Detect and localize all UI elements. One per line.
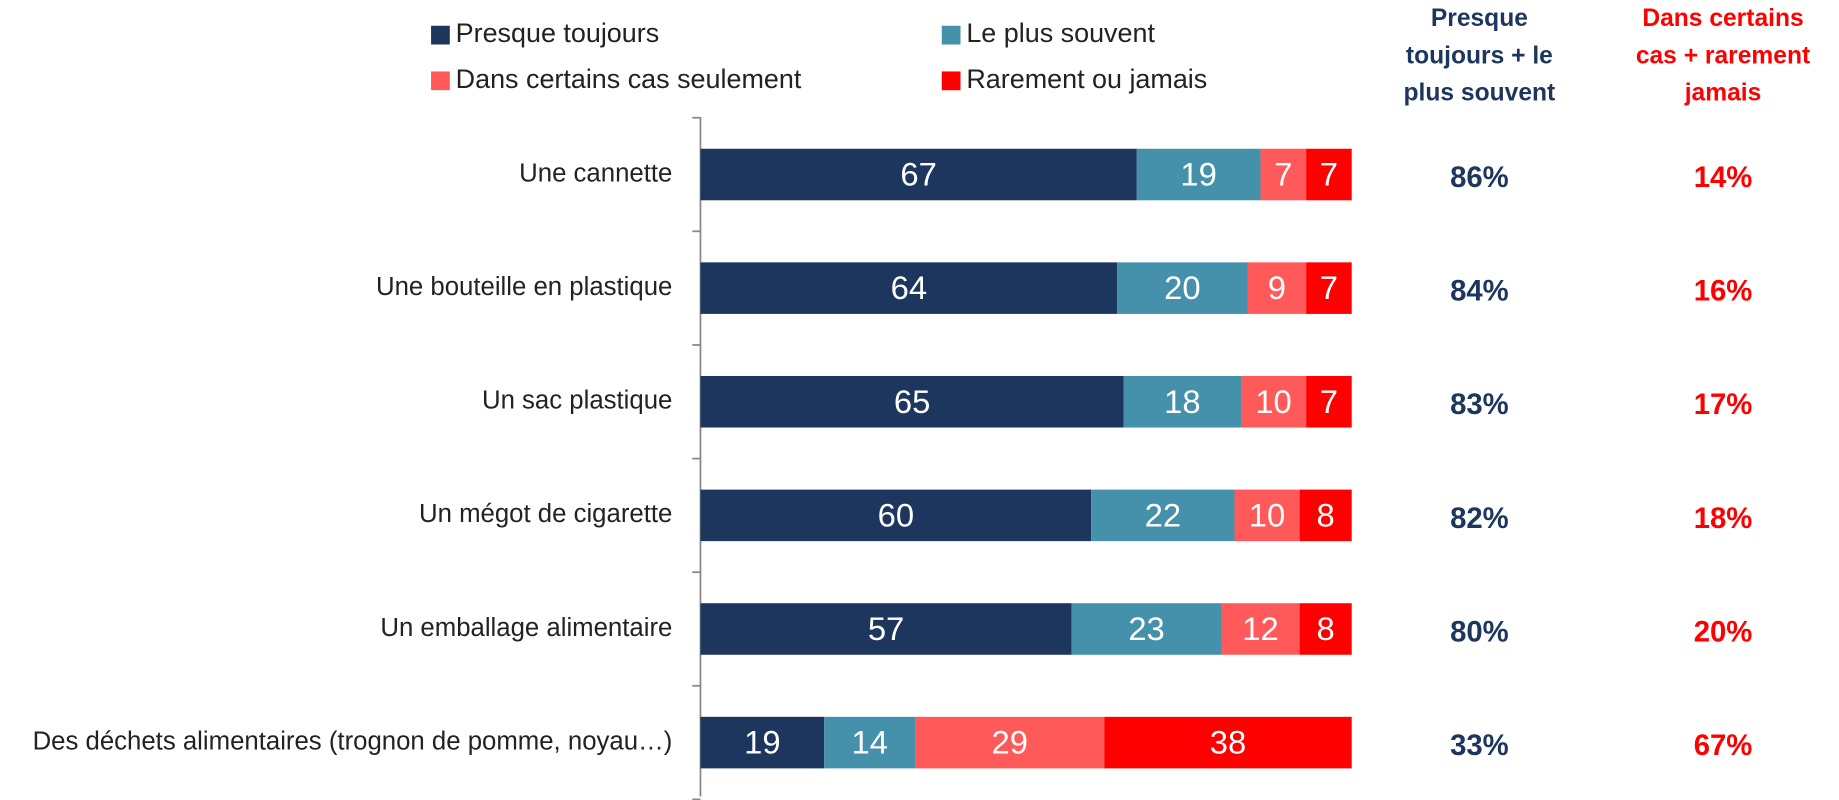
summary-value: 33% <box>1450 729 1509 762</box>
bar-segment <box>700 262 1118 314</box>
legend-swatch <box>941 71 961 91</box>
bar-segment <box>1091 489 1235 542</box>
data-label: 20 <box>1164 269 1200 306</box>
bar-segment <box>1104 716 1352 769</box>
summary-value: 17% <box>1694 388 1753 421</box>
data-label: 18 <box>1164 383 1200 420</box>
legend-swatch <box>431 25 450 45</box>
data-label: 57 <box>868 610 904 647</box>
bar-segment <box>1123 375 1241 428</box>
summary-value: 86% <box>1450 161 1509 194</box>
bar-segment <box>1221 603 1300 655</box>
bar-segment <box>700 375 1124 428</box>
column-header: Dans certains cas + rarement jamais <box>1635 4 1811 107</box>
summary-value: 83% <box>1450 388 1509 421</box>
summary-value: 67% <box>1694 729 1753 762</box>
data-label: 10 <box>1255 383 1291 420</box>
data-label: 7 <box>1320 156 1338 193</box>
bar-segment <box>1240 375 1307 428</box>
data-label: 7 <box>1320 383 1338 420</box>
bar-segment <box>824 716 916 769</box>
category-label: Un sac plastique <box>482 387 672 415</box>
bar-segment <box>1299 489 1352 542</box>
data-label: 12 <box>1242 610 1278 647</box>
summary-value: 16% <box>1694 275 1753 308</box>
data-label: 8 <box>1317 610 1335 647</box>
bar-segment <box>700 489 1092 542</box>
legend-label: Le plus souvent <box>966 18 1155 48</box>
summary-value: 18% <box>1694 502 1753 535</box>
bar-segment <box>1247 262 1307 314</box>
data-label: 8 <box>1317 496 1335 533</box>
bar-segment <box>915 716 1105 769</box>
summary-value: 84% <box>1450 275 1509 308</box>
summary-value: 82% <box>1450 502 1509 535</box>
category-label: Des déchets alimentaires (trognon de pom… <box>33 727 673 755</box>
data-label: 19 <box>1180 156 1216 193</box>
bar-segment <box>1299 603 1352 655</box>
legend-label: Rarement ou jamais <box>966 64 1207 94</box>
legend-label: Dans certains cas seulement <box>456 64 802 94</box>
data-label: 14 <box>852 724 888 761</box>
legend-swatch <box>941 25 961 45</box>
data-label: 23 <box>1128 610 1164 647</box>
data-label: 38 <box>1210 724 1246 761</box>
summary-value: 80% <box>1450 615 1509 648</box>
bar-segment <box>1306 148 1352 201</box>
column-header-box: Presque toujours + le plus souvent <box>1403 4 1556 107</box>
data-label: 67 <box>900 156 936 193</box>
summary-value: 20% <box>1694 615 1753 648</box>
legend-swatch <box>431 71 450 91</box>
category-label: Un emballage alimentaire <box>380 614 672 642</box>
category-label: Un mégot de cigarette <box>419 500 672 528</box>
bar-segment <box>1306 262 1352 314</box>
bar-segment <box>700 148 1137 201</box>
data-label: 9 <box>1268 269 1286 306</box>
data-label: 7 <box>1274 156 1292 193</box>
data-label: 7 <box>1320 269 1338 306</box>
bar-segment <box>700 603 1072 655</box>
bar-segment <box>1136 148 1261 201</box>
data-label: 65 <box>894 383 930 420</box>
data-label: 10 <box>1249 496 1285 533</box>
data-label: 22 <box>1145 496 1181 533</box>
data-label: 29 <box>992 724 1028 761</box>
summary-value: 14% <box>1694 161 1753 194</box>
data-label: 60 <box>878 496 914 533</box>
bar-segment <box>1071 603 1222 655</box>
column-header-box: Dans certains cas + rarement jamais <box>1635 4 1811 107</box>
bar-segment <box>1117 262 1248 314</box>
category-label: Une cannette <box>519 159 672 187</box>
bar-segment <box>1306 375 1352 428</box>
category-label: Une bouteille en plastique <box>376 273 672 301</box>
data-label: 19 <box>744 724 780 761</box>
bar-segment <box>1234 489 1300 542</box>
bar-segment <box>700 716 825 769</box>
column-header: Presque toujours + le plus souvent <box>1403 4 1556 107</box>
bar-segment <box>1260 148 1307 201</box>
data-label: 64 <box>891 269 927 306</box>
legend-label: Presque toujours <box>456 18 660 48</box>
